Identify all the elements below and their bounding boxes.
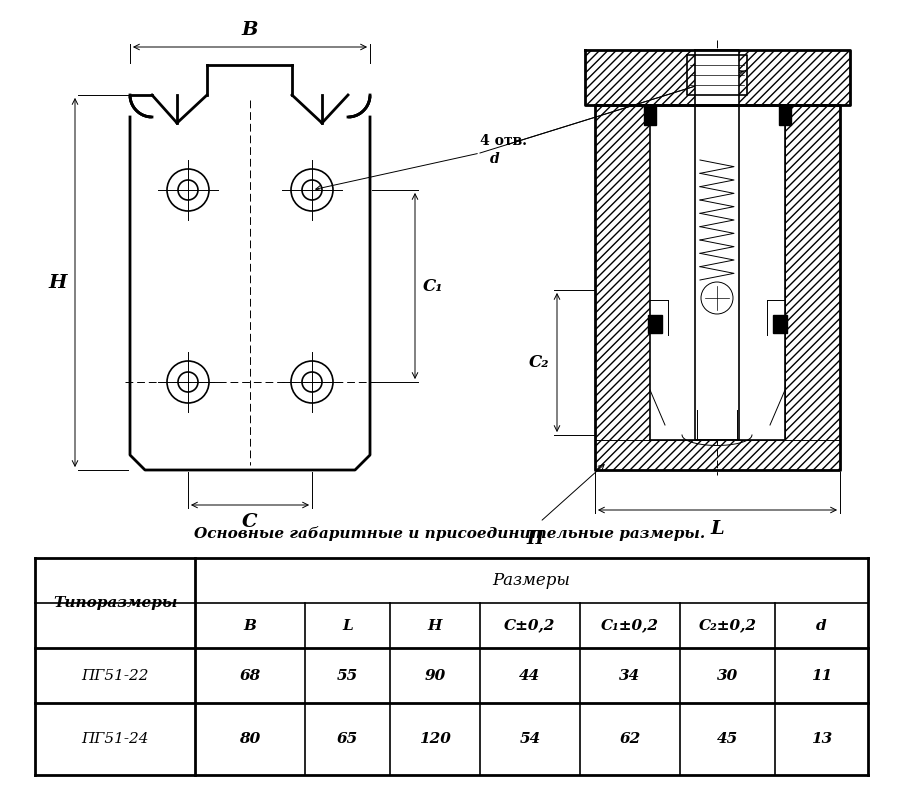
Text: H: H [428,619,442,633]
Text: 30: 30 [717,668,738,682]
Polygon shape [785,105,840,470]
Text: C₁±0,2: C₁±0,2 [601,619,659,633]
Text: L: L [711,520,724,538]
Bar [650,105,785,440]
Text: C₁: C₁ [423,278,444,294]
Polygon shape [585,50,850,105]
Text: C: C [242,513,257,531]
Text: 45: 45 [717,732,738,746]
Text: Размеры: Размеры [492,572,571,589]
Text: 34: 34 [619,668,641,682]
Text: C±0,2: C±0,2 [504,619,555,633]
Polygon shape [773,315,787,333]
Text: C₂±0,2: C₂±0,2 [698,619,757,633]
Text: 65: 65 [337,732,358,746]
Polygon shape [595,105,650,470]
Text: 11: 11 [811,668,832,682]
Text: 4 отв.: 4 отв. [480,134,527,148]
Text: 44: 44 [519,668,541,682]
Bar [695,50,739,440]
Polygon shape [595,440,840,470]
Text: Типоразмеры: Типоразмеры [53,596,177,610]
Text: 80: 80 [239,732,261,746]
Text: d: d [816,619,827,633]
Text: 62: 62 [619,732,641,746]
Text: П: П [526,530,544,548]
Text: ПГ51-24: ПГ51-24 [81,732,148,746]
Text: Основные габаритные и присоединительные размеры.: Основные габаритные и присоединительные … [194,526,706,541]
Text: L: L [342,619,353,633]
Text: 90: 90 [425,668,446,682]
Text: C₂: C₂ [528,354,549,371]
Text: ПГ51-22: ПГ51-22 [81,668,148,682]
Text: 120: 120 [419,732,451,746]
Polygon shape [779,105,791,125]
Text: B: B [244,619,256,633]
Text: 55: 55 [337,668,358,682]
Polygon shape [648,315,662,333]
Text: B: B [242,21,258,39]
Text: 54: 54 [519,732,541,746]
Text: 13: 13 [811,732,832,746]
Text: 68: 68 [239,668,261,682]
Text: H: H [49,274,67,291]
Polygon shape [644,105,656,125]
Text: d: d [490,152,500,166]
